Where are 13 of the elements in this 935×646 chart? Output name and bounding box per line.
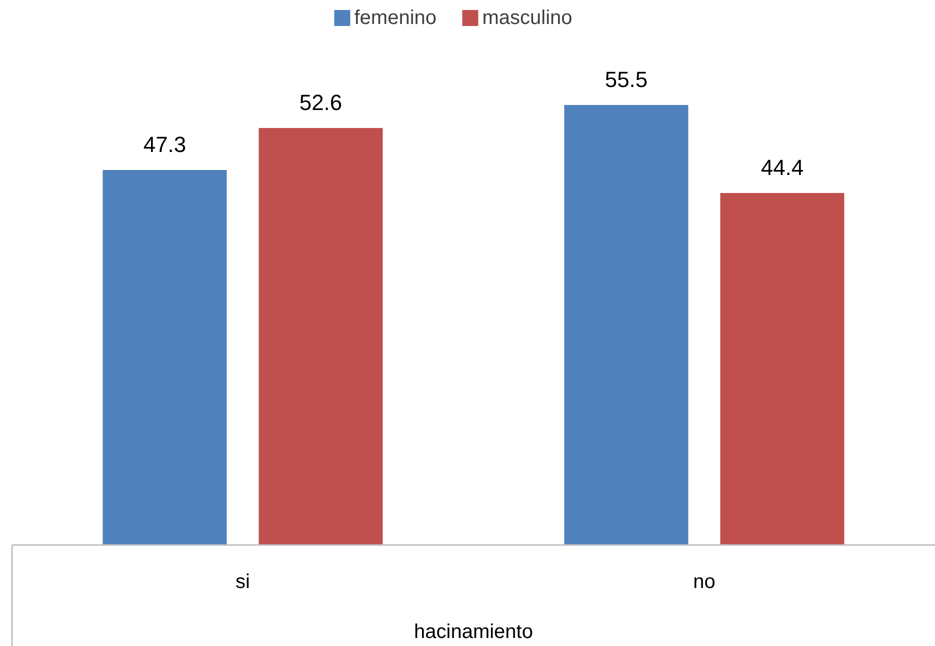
bar [720,193,844,545]
data-label: 47.3 [143,132,186,158]
legend-label: femenino [354,7,437,29]
x-tick-label: si [236,571,250,593]
data-label: 55.5 [604,67,648,92]
data-label: 52.6 [299,90,342,115]
bar [564,105,688,545]
x-axis-title: hacinamiento [414,621,533,643]
data-label: 44.4 [760,155,804,180]
legend-label: masculino [482,7,572,29]
x-tick-label: no [693,571,716,593]
bar [102,170,227,545]
bar [258,128,383,545]
